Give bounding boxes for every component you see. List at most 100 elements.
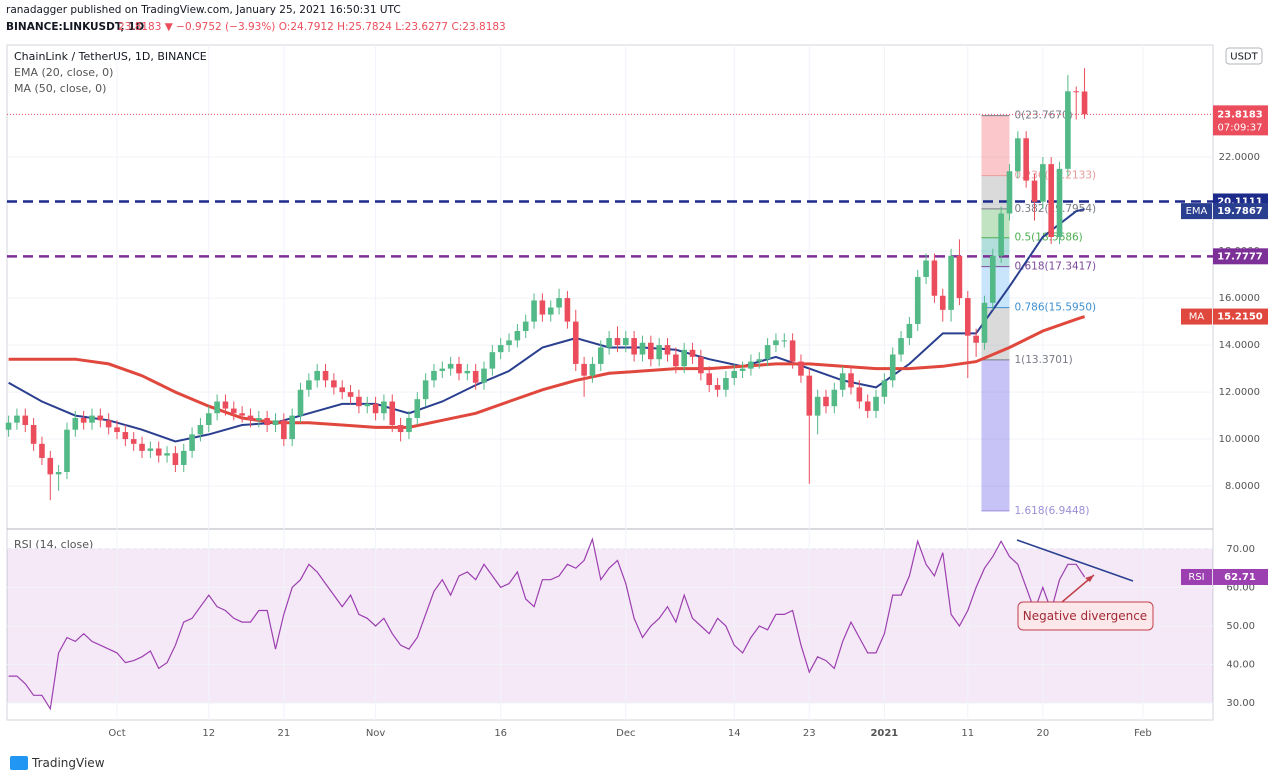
x-tick-label: Dec <box>616 728 635 739</box>
logo <box>10 756 28 770</box>
x-tick-label: Oct <box>108 728 125 739</box>
candle-body <box>723 378 729 390</box>
level-value: 17.7777 <box>1217 251 1263 262</box>
y-tick-label: 10.0000 <box>1219 434 1260 445</box>
candle-body <box>464 370 471 374</box>
candle-body <box>139 443 145 451</box>
rsi-tick-label: 50.00 <box>1226 621 1255 632</box>
candle-body <box>422 380 429 400</box>
candle-body <box>664 345 671 355</box>
candle-body <box>597 347 604 364</box>
fib-label: 0.618(17.3417) <box>1014 261 1096 273</box>
candle-body <box>264 417 270 426</box>
candle-body <box>164 453 170 456</box>
candle-body <box>64 429 70 473</box>
candle-body <box>614 338 621 346</box>
y-tick-label: 8.0000 <box>1225 481 1260 492</box>
candle-body <box>114 427 120 433</box>
candle-body <box>30 425 37 444</box>
candle-body <box>748 361 754 369</box>
candle-body <box>839 373 846 390</box>
annotation: Negative divergence <box>1023 609 1147 623</box>
x-tick-label: 14 <box>728 728 741 739</box>
candle-body <box>331 380 337 388</box>
x-tick-label: 11 <box>961 728 974 739</box>
ema-value-tag <box>1213 203 1268 220</box>
x-tick-label: 2021 <box>870 728 898 739</box>
ema-value: 19.7867 <box>1217 206 1263 217</box>
candle-body <box>948 255 954 310</box>
candle-body <box>1056 168 1063 238</box>
candle-body <box>272 420 279 426</box>
candle-body <box>522 321 529 332</box>
candle-body <box>439 368 446 371</box>
candle-body <box>789 340 796 362</box>
ma-value: 15.2150 <box>1217 312 1263 323</box>
candle-body <box>339 387 346 393</box>
rsi-value: 62.71 <box>1224 572 1256 583</box>
candle-body <box>539 300 546 315</box>
level-value: 20.1111 <box>1217 196 1263 207</box>
candle-body <box>306 380 312 390</box>
candle-body <box>547 307 554 315</box>
legend-ma: MA (50, close, 0) <box>14 82 106 95</box>
candle-body <box>956 255 963 299</box>
y-tick-label: 22.0000 <box>1219 152 1260 163</box>
candle-body <box>1031 180 1038 202</box>
candle-body <box>698 356 704 374</box>
candle-body <box>581 363 587 376</box>
candle-body <box>481 368 487 383</box>
y-tick-label: 16.0000 <box>1219 293 1260 304</box>
rsi-tick-label: 30.00 <box>1226 698 1255 709</box>
candle-body <box>531 300 537 322</box>
candle-body <box>322 370 329 381</box>
fib-label: 0.5(18.5686) <box>1014 232 1082 244</box>
candle-body <box>939 295 946 310</box>
y-tick-label: 12.0000 <box>1219 387 1260 398</box>
publisher: ranadagger published on TradingView.com,… <box>6 4 401 16</box>
rsi-tick-label: 40.00 <box>1226 660 1255 671</box>
candle-body <box>1081 91 1088 115</box>
footer: TradingView <box>31 756 105 770</box>
candle-body <box>289 415 295 440</box>
candle-body <box>739 368 746 371</box>
rsi-value-tag <box>1213 568 1268 585</box>
fib-label: 1.618(6.9448) <box>1014 505 1089 517</box>
ma-name-tag <box>1181 308 1212 325</box>
candle-body <box>297 389 304 416</box>
candle-body <box>1006 171 1013 214</box>
candle-body <box>673 354 679 367</box>
candle-body <box>514 331 521 341</box>
candle-body <box>556 298 562 308</box>
candle-body <box>364 403 371 407</box>
candle-body <box>981 302 988 343</box>
rsi-line <box>8 537 1086 711</box>
countdown: 07:09:37 <box>1218 122 1263 133</box>
currency-box <box>1225 47 1263 65</box>
legend-ema: EMA (20, close, 0) <box>14 66 113 79</box>
fib-zone <box>981 175 1010 209</box>
candle-body <box>623 338 629 346</box>
candle-body <box>189 434 195 451</box>
candle-body <box>197 425 204 435</box>
candle-body <box>998 213 1004 256</box>
x-tick-label: Feb <box>1134 728 1152 739</box>
candle-body <box>639 342 646 355</box>
candle-body <box>798 361 804 376</box>
candle-body <box>631 338 637 355</box>
candle-body <box>1023 138 1029 181</box>
candle-body <box>155 448 162 456</box>
candle-body <box>314 370 320 381</box>
candle-body <box>1048 164 1054 238</box>
candle-body <box>781 340 788 342</box>
candle-body <box>105 420 112 428</box>
candle-body <box>881 380 888 397</box>
candle-body <box>356 396 362 407</box>
candle-body <box>823 396 829 407</box>
candle-body <box>497 345 504 353</box>
x-tick-label: 12 <box>202 728 215 739</box>
candle-body <box>180 450 187 465</box>
level-tag <box>1213 248 1268 265</box>
candle-body <box>72 417 79 430</box>
